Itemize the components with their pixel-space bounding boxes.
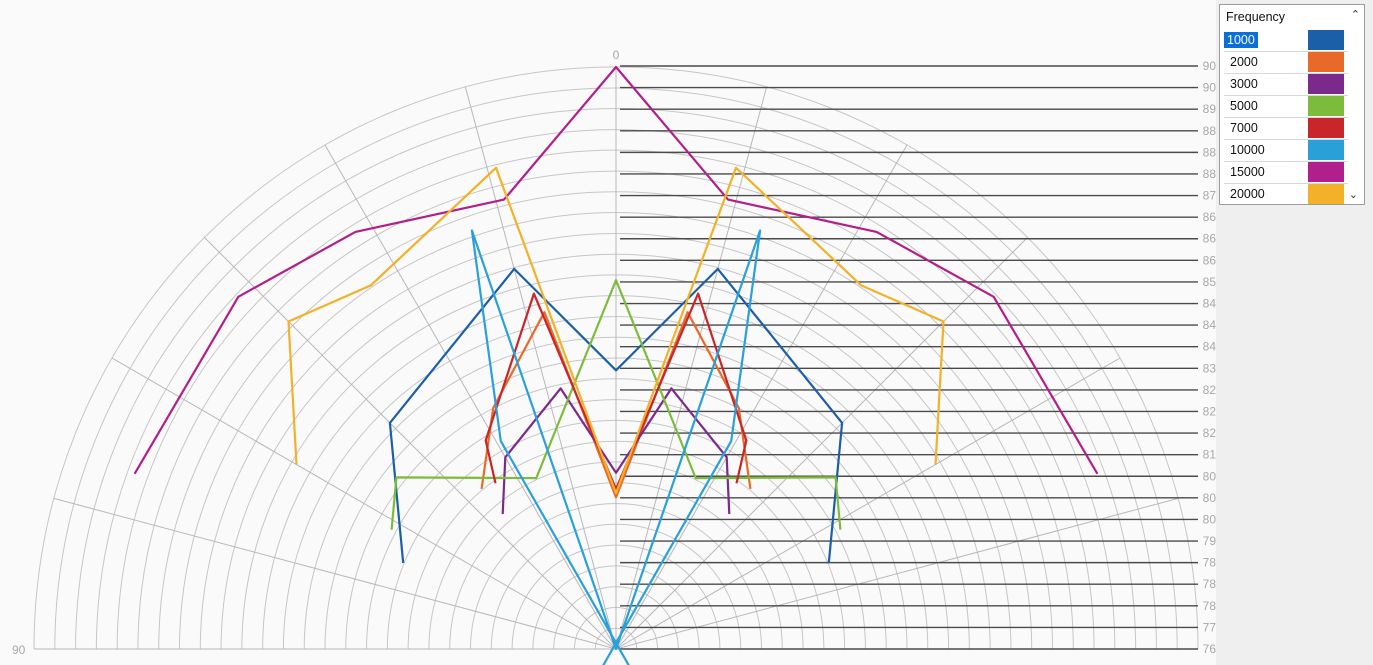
radial-tick-label: 80 [1203,469,1216,483]
legend-divider [1224,95,1348,96]
radial-tick-label: 88 [1203,145,1216,159]
legend-color-swatch [1308,30,1344,50]
radial-tick-label: 84 [1203,318,1216,332]
legend-item-label: 1000 [1224,32,1258,48]
series-line-3000 [501,387,731,515]
angle-label-left: 90 [12,643,26,657]
legend-item-label: 3000 [1230,77,1258,91]
radial-tick-label: 86 [1203,210,1216,224]
polar-chart: 90 90 89 88 88 88 87 86 86 86 85 84 84 84 83 82 82 82 81 80… [12,48,1216,665]
legend-color-swatch [1308,184,1344,204]
radial-tick-label: 84 [1203,340,1216,354]
radial-tick-label: 83 [1203,361,1216,375]
legend-item-5000[interactable]: 5000 [1224,95,1348,117]
series-line-15000 [133,65,1099,475]
legend-item-label: 5000 [1230,99,1258,113]
legend-color-swatch [1308,52,1344,72]
radial-tick-label: 90 [1203,59,1216,73]
radial-tick-label: 90 [1203,81,1216,95]
radial-tick-label: 84 [1203,297,1216,311]
angular-gridline [53,497,617,650]
series-line-7000 [484,292,748,491]
legend-title: Frequency [1226,10,1286,24]
legend-header: Frequency ⌃ [1220,5,1366,29]
radial-tick-label: 79 [1203,534,1216,548]
legend-color-swatch [1308,74,1344,94]
legend-divider [1224,51,1348,52]
series-line-10000 [470,229,762,665]
legend-color-swatch [1308,118,1344,138]
series-line-5000 [390,279,842,530]
legend-item-3000[interactable]: 3000 [1224,73,1348,95]
radial-tick-label: 78 [1203,556,1216,570]
radial-tick-label: 86 [1203,253,1216,267]
radial-tick-label: 88 [1203,167,1216,181]
legend-item-label: 7000 [1230,121,1258,135]
legend-item-1000[interactable]: 1000 [1224,29,1348,51]
radial-tick-label: 76 [1203,642,1216,656]
legend-item-10000[interactable]: 10000 [1224,139,1348,161]
radial-tick-label: 82 [1203,404,1216,418]
legend-color-swatch [1308,140,1344,160]
radial-tick-label: 78 [1203,577,1216,591]
legend-divider [1224,117,1348,118]
radial-tick-label: 82 [1203,426,1216,440]
legend-panel: Frequency ⌃ 1000 2000 3000 5000 7000 10000 150… [1219,4,1365,205]
legend-color-swatch [1308,96,1344,116]
legend-divider [1224,161,1348,162]
legend-color-swatch [1308,162,1344,182]
grid-layer [33,65,1199,650]
chevron-up-icon[interactable]: ⌃ [1350,9,1360,21]
angular-gridline [111,357,617,650]
plot-area: 90 90 89 88 88 88 87 86 86 86 85 84 84 84 83 82 82 82 81 80… [0,0,1216,665]
angular-gridline [615,357,1121,650]
radial-tick-label: 80 [1203,512,1216,526]
legend-divider [1224,73,1348,74]
radial-tick-label: 89 [1203,102,1216,116]
radial-tick-label: 78 [1203,599,1216,613]
legend-item-20000[interactable]: 20000 [1224,183,1348,205]
angle-label-top: 0 [613,48,620,62]
series-line-20000 [287,166,945,495]
radial-tick-label: 85 [1203,275,1216,289]
label-layer: 90 90 89 88 88 88 87 86 86 86 85 84 84 84 83 82 82 82 81 80… [12,48,1216,657]
radial-tick-label: 81 [1203,448,1216,462]
angular-gridline [615,497,1179,650]
legend-item-label: 2000 [1230,55,1258,69]
series-line-2000 [480,311,752,499]
radial-tick-label: 82 [1203,383,1216,397]
legend-item-7000[interactable]: 7000 [1224,117,1348,139]
series-line-1000 [388,267,844,564]
legend-divider [1224,183,1348,184]
radial-tick-label: 87 [1203,189,1216,203]
radial-tick-label: 86 [1203,232,1216,246]
legend-item-label: 20000 [1230,187,1265,201]
legend-item-2000[interactable]: 2000 [1224,51,1348,73]
angular-gridline [204,237,617,650]
angular-gridline [464,86,617,650]
legend-divider [1224,139,1348,140]
legend-item-15000[interactable]: 15000 [1224,161,1348,183]
radial-tick-label: 77 [1203,620,1216,634]
legend-item-label: 10000 [1230,143,1265,157]
series-layer [133,65,1099,665]
angular-gridline [615,237,1028,650]
radial-tick-label: 88 [1203,124,1216,138]
radial-tick-label: 80 [1203,491,1216,505]
legend-item-label: 15000 [1230,165,1265,179]
chevron-down-icon[interactable]: ⌄ [1348,189,1358,201]
